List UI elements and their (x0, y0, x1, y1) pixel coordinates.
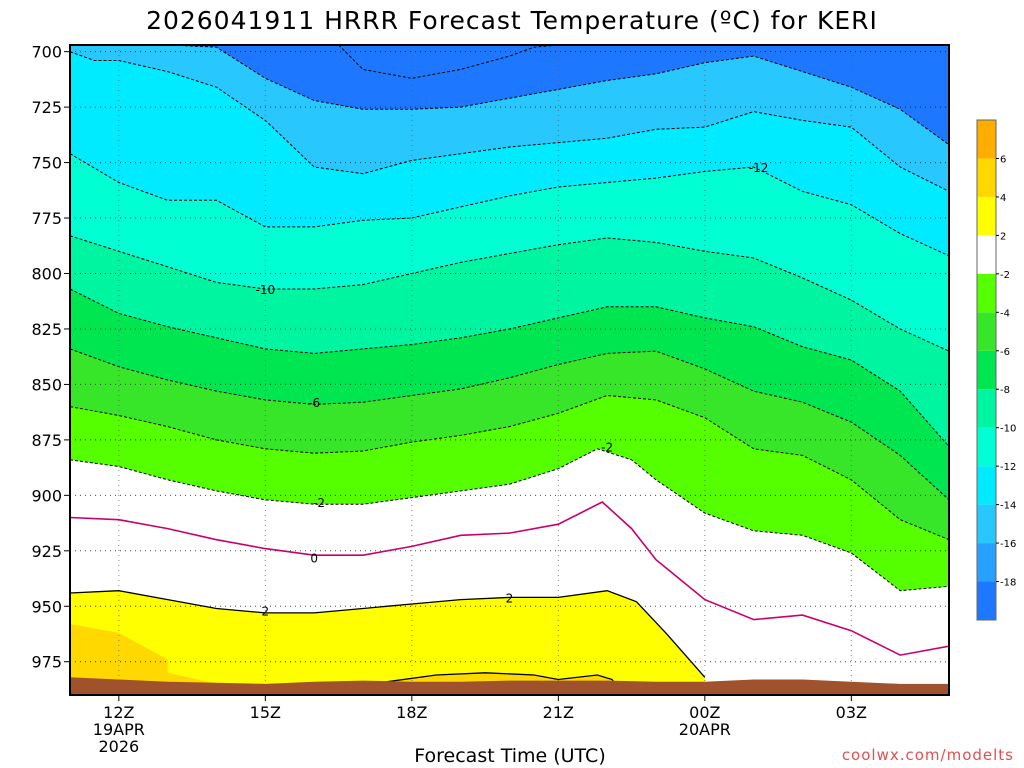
credit-link[interactable]: coolwx.com/modelts (841, 746, 1014, 764)
y-tick-label: 700 (31, 43, 62, 62)
y-tick-label: 875 (31, 431, 62, 450)
isotherm-minus4-cold (70, 394, 949, 541)
colorbar-swatch (977, 504, 996, 544)
colorbar-swatch (977, 427, 996, 467)
colorbar-label: -6 (1000, 347, 1010, 358)
band-fill-below-minus18-pocket (338, 45, 559, 79)
contour-label: -10 (256, 283, 276, 297)
isotherm-minus10-cold (70, 235, 949, 352)
y-tick-label: 725 (31, 98, 62, 117)
colorbar-swatch (977, 389, 996, 428)
colorbar-label: 4 (1000, 193, 1006, 204)
isotherm-minus18-cold (338, 45, 559, 79)
colorbar-label: -8 (1000, 385, 1010, 396)
x-tick-label: 19APR (93, 720, 145, 739)
isotherm-minus12-cold (70, 153, 949, 257)
colorbar-label: 2 (1000, 231, 1006, 242)
y-tick-label: 750 (31, 154, 62, 173)
chart-title: 2026041911 HRRR Forecast Temperature (ºC… (146, 6, 878, 35)
x-tick-label: 21Z (543, 703, 574, 722)
colorbar-swatch (977, 350, 996, 390)
isotherm-minus14-cold (70, 51, 949, 192)
contour-label: -6 (308, 396, 320, 410)
colorbar-swatch (977, 120, 996, 159)
contour-label: 2 (506, 591, 514, 605)
terrain-ground (70, 677, 949, 695)
isotherm-minus2-cold (70, 448, 949, 592)
x-axis-label: Forecast Time (UTC) (414, 745, 606, 767)
y-tick-label: 900 (31, 486, 62, 505)
colorbar-swatch (977, 196, 996, 236)
colorbar-swatch (977, 158, 996, 197)
contour-label: -2 (313, 496, 325, 510)
x-tick-label: 12Z (103, 703, 134, 722)
colorbar-swatch (977, 312, 996, 351)
isotherm-minus16-cold (70, 45, 949, 146)
colorbar-swatch (977, 581, 996, 620)
colorbar-swatch (977, 466, 996, 505)
x-tick-label: 00Z (689, 703, 720, 722)
y-tick-label: 825 (31, 320, 62, 339)
y-tick-label: 925 (31, 542, 62, 561)
isotherm-minus6-cold (70, 348, 949, 501)
x-tick-label: 18Z (396, 703, 427, 722)
band-fill-4-to-6-left (70, 624, 246, 693)
colorbar-label: -16 (1000, 539, 1016, 550)
colorbar-frame (976, 119, 997, 621)
contour-label: 0 (310, 551, 318, 565)
y-tick-label: 775 (31, 209, 62, 228)
y-tick-label: 950 (31, 597, 62, 616)
x-tick-label: 2026 (98, 737, 139, 756)
plot-frame (69, 44, 950, 696)
band-fill-2-to-4 (70, 590, 705, 695)
x-tick-label: 15Z (250, 703, 281, 722)
y-tick-label: 850 (31, 375, 62, 394)
y-tick-label: 975 (31, 653, 62, 672)
x-tick-label: 20APR (679, 720, 731, 739)
colorbar-swatch (977, 273, 996, 313)
colorbar-label: -4 (1000, 308, 1010, 319)
x-tick-label: 03Z (836, 703, 867, 722)
y-tick-label: 800 (31, 264, 62, 283)
colorbar-label: -14 (1000, 501, 1016, 512)
contour-label: -2 (601, 441, 613, 455)
isotherm-minus8-cold (70, 288, 949, 447)
colorbar-label: -10 (1000, 424, 1016, 435)
isotherm-0-freezing (70, 501, 949, 656)
colorbar-swatch (977, 235, 996, 274)
colorbar-label: -12 (1000, 462, 1016, 473)
colorbar-label: -2 (1000, 270, 1010, 281)
contour-label: -12 (749, 161, 769, 175)
contour-label: 2 (262, 605, 270, 619)
colorbar-label: -18 (1000, 578, 1016, 589)
isotherm-2-warm (70, 590, 706, 678)
colorbar-swatch (977, 543, 996, 582)
colorbar-label: 6 (1000, 154, 1006, 165)
